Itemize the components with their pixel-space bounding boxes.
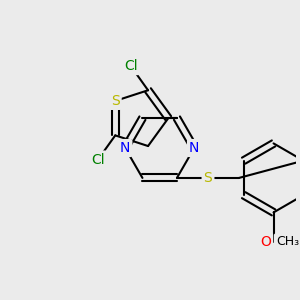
Text: S: S <box>204 171 212 185</box>
Text: Cl: Cl <box>91 152 105 167</box>
Text: CH₃: CH₃ <box>276 235 299 248</box>
Text: S: S <box>111 94 120 108</box>
Text: N: N <box>120 141 130 155</box>
Text: O: O <box>260 235 271 249</box>
Text: Cl: Cl <box>124 59 138 73</box>
Text: N: N <box>189 141 200 155</box>
